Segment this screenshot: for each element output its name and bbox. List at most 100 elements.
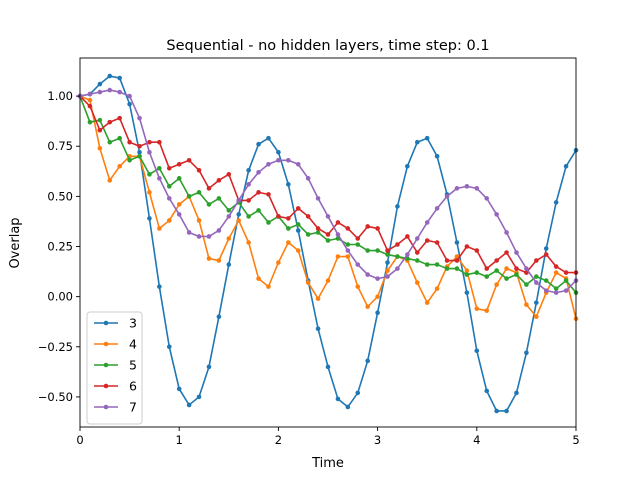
data-point xyxy=(206,186,212,191)
data-point xyxy=(345,404,351,410)
data-point xyxy=(117,163,122,169)
y-axis-label: Overlap xyxy=(8,217,23,268)
axes: 0 1 2 3 4 5 −0.50 −0.25 0.00 0.25 0.50 0.75 1.00 xyxy=(38,57,580,447)
data-point xyxy=(464,268,470,273)
data-point xyxy=(157,139,162,145)
data-point xyxy=(405,163,410,169)
data-point xyxy=(504,408,509,414)
data-point xyxy=(345,254,351,259)
data-point xyxy=(424,238,430,243)
data-point xyxy=(345,242,351,247)
data-point xyxy=(107,119,113,125)
data-point xyxy=(335,396,341,402)
data-point xyxy=(444,258,450,263)
data-point xyxy=(256,276,261,281)
data-point xyxy=(87,97,93,103)
data-point xyxy=(395,266,400,271)
data-point xyxy=(137,115,142,121)
data-point xyxy=(107,139,113,145)
x-axis-label: Time xyxy=(311,456,344,471)
data-point xyxy=(355,390,361,396)
data-point xyxy=(325,232,331,237)
data-point xyxy=(295,228,301,233)
data-point xyxy=(286,216,291,221)
data-point xyxy=(315,296,321,301)
data-point xyxy=(474,186,480,191)
data-point xyxy=(216,196,222,201)
data-point xyxy=(543,252,549,257)
series-4 xyxy=(77,93,579,322)
data-point xyxy=(186,230,192,235)
data-point xyxy=(186,194,192,199)
data-point xyxy=(514,272,519,277)
data-point xyxy=(246,198,251,203)
data-point xyxy=(176,212,182,217)
data-point xyxy=(196,394,202,400)
data-point xyxy=(524,302,529,307)
data-point xyxy=(355,236,361,241)
x-tick-label: 2 xyxy=(275,433,282,447)
data-point xyxy=(166,218,172,223)
data-point xyxy=(216,314,222,320)
data-point xyxy=(117,75,122,81)
data-point xyxy=(315,226,321,231)
y-tick-label: −0.50 xyxy=(38,390,73,404)
data-point xyxy=(534,300,539,305)
data-point xyxy=(325,364,331,370)
data-point xyxy=(166,184,172,189)
data-point xyxy=(563,270,569,275)
data-point xyxy=(563,163,569,169)
data-point xyxy=(553,290,559,295)
data-point xyxy=(414,280,420,285)
data-point xyxy=(246,168,251,173)
data-point xyxy=(147,149,152,155)
legend-box xyxy=(86,311,143,425)
data-point xyxy=(524,266,529,271)
data-point xyxy=(137,143,142,149)
plot-area xyxy=(77,73,579,414)
data-point xyxy=(434,262,440,267)
legend-entry-3: 3 xyxy=(94,316,137,331)
data-point xyxy=(87,91,93,97)
data-point xyxy=(97,89,103,95)
data-point xyxy=(286,182,291,187)
data-point xyxy=(97,81,103,87)
data-point xyxy=(276,157,281,163)
data-point xyxy=(226,208,232,213)
y-tick-label: 1.00 xyxy=(47,89,73,103)
data-point xyxy=(176,202,182,207)
data-point xyxy=(553,270,559,275)
data-point xyxy=(484,266,490,271)
data-point xyxy=(97,145,103,151)
data-point xyxy=(335,254,341,259)
data-point xyxy=(276,260,281,265)
data-point xyxy=(107,178,113,183)
data-point xyxy=(266,135,271,141)
legend-label: 6 xyxy=(129,379,137,394)
axes-frame xyxy=(79,57,577,428)
data-point xyxy=(484,196,490,201)
legend-entry-5: 5 xyxy=(94,358,137,373)
data-point xyxy=(454,186,460,191)
x-tick-label: 0 xyxy=(76,433,83,447)
data-point xyxy=(434,153,440,159)
data-point xyxy=(117,89,122,95)
data-point xyxy=(266,220,271,225)
data-point xyxy=(147,216,152,221)
legend-swatch-marker xyxy=(103,362,109,368)
data-point xyxy=(256,170,261,175)
data-point xyxy=(405,252,410,257)
data-point xyxy=(246,214,251,219)
data-point xyxy=(206,234,212,239)
series-5 xyxy=(77,93,579,295)
data-point xyxy=(365,272,370,277)
data-point xyxy=(147,190,152,195)
data-point xyxy=(365,304,370,309)
data-point xyxy=(474,248,480,253)
data-point xyxy=(87,103,93,109)
data-point xyxy=(385,274,390,279)
data-point xyxy=(315,326,321,332)
data-point xyxy=(543,288,549,293)
data-point xyxy=(266,192,271,197)
